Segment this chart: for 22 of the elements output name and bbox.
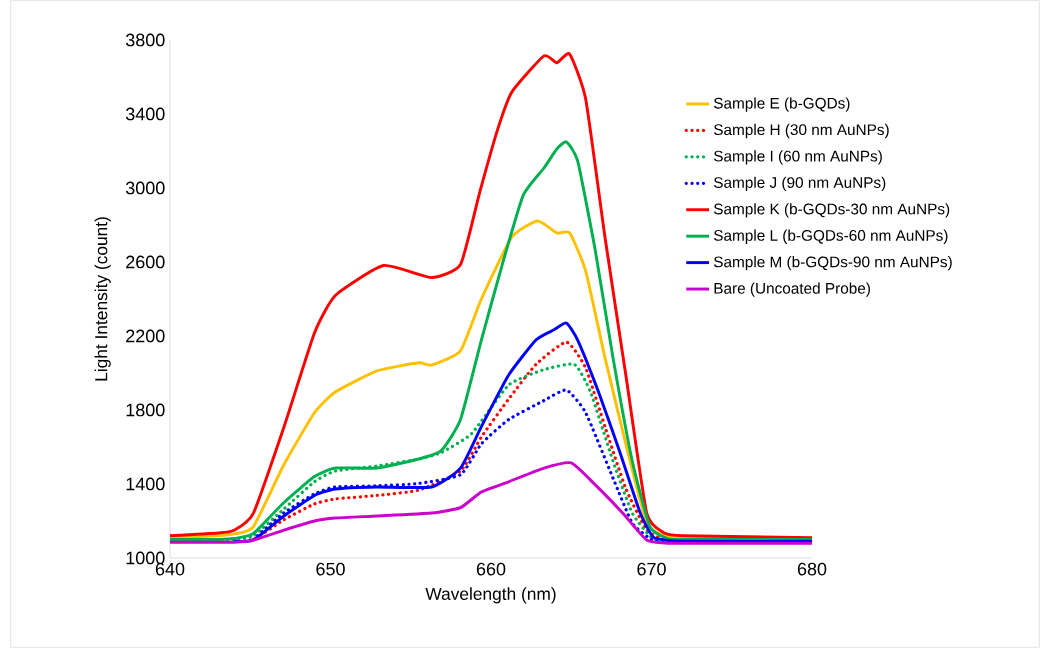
- y-axis-title: Light Intensity (count): [94, 217, 111, 381]
- legend-label: Bare (Uncoated Probe): [714, 282, 870, 297]
- y-tick-label: 3000: [125, 181, 165, 195]
- line-series: [170, 461, 812, 545]
- legend-label: Sample E (b-GQDs): [713, 97, 850, 112]
- y-tick-label: 1800: [126, 403, 165, 417]
- x-tick-label: 680: [797, 562, 827, 576]
- x-tick-label: 650: [316, 562, 345, 576]
- x-axis-title: Wavelength (nm): [425, 587, 556, 604]
- legend-label: Sample L (b-GQDs-60 nm AuNPs): [713, 229, 948, 244]
- y-tick-label: 1400: [126, 477, 165, 491]
- legend-label: Sample H (30 nm AuNPs): [713, 123, 889, 139]
- legend-label: Sample M (b-GQDs-90 nm AuNPs): [713, 256, 952, 271]
- legend-label: Sample I (60 nm AuNPs): [713, 150, 882, 165]
- x-tick-label: 670: [637, 562, 666, 576]
- legend-label: Sample J (90 nm AuNPs): [713, 176, 886, 192]
- y-tick-label: 3400: [125, 107, 165, 121]
- y-tick-label: 2200: [126, 329, 165, 343]
- x-tick-label: 660: [476, 562, 506, 576]
- legend-label: Sample K (b-GQDs-30 nm AuNPs): [713, 203, 950, 218]
- y-tick-label: 3800: [125, 33, 165, 47]
- y-tick-label: 2600: [126, 255, 165, 269]
